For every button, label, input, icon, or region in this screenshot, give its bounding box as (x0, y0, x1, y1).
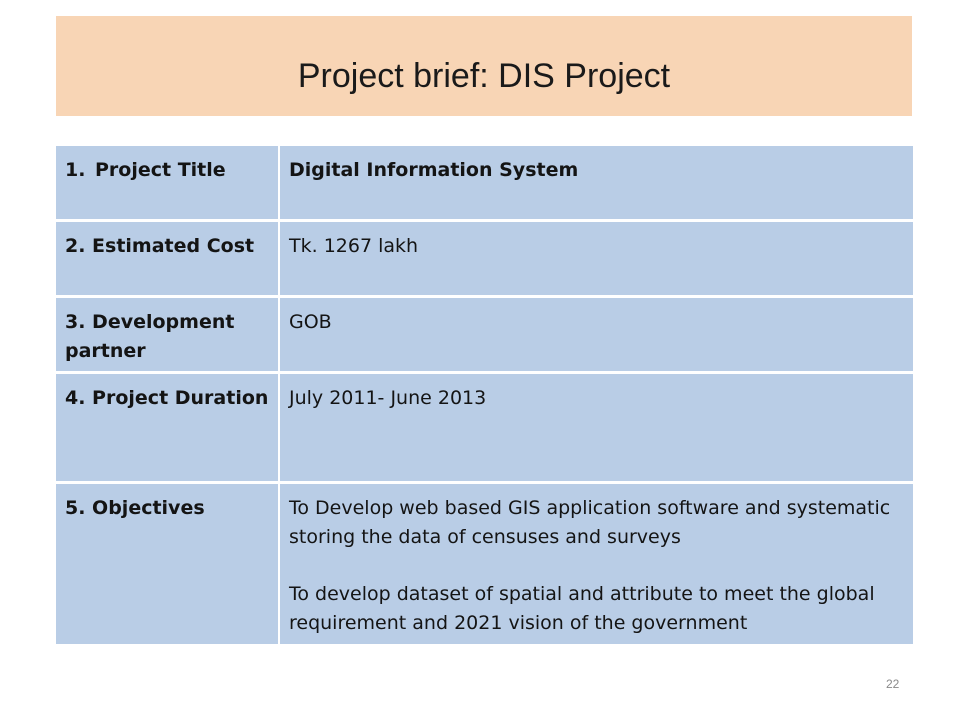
value-cell: Tk. 1267 lakh (280, 222, 913, 298)
project-brief-table: 1. Project Title Digital Information Syst… (56, 146, 913, 644)
label-cell: 5. Objectives (56, 484, 280, 644)
table-row-project-duration: 4. Project Duration July 2011- June 2013 (56, 374, 913, 484)
label-text: Project Title (95, 159, 226, 181)
value-cell: July 2011- June 2013 (280, 374, 913, 484)
slide-title: Project brief: DIS Project (297, 56, 671, 95)
label-cell: 2. Estimated Cost (56, 222, 280, 298)
objective-item: To develop dataset of spatial and attrib… (289, 583, 875, 634)
value-cell: Digital Information System (280, 146, 913, 222)
label-cell: 1. Project Title (56, 146, 280, 222)
project-title-value: Digital Information System (289, 159, 579, 181)
estimated-cost-value: Tk. 1267 lakh (289, 235, 419, 257)
value-cell: To Develop web based GIS application sof… (280, 484, 913, 644)
list-number: 1. (65, 159, 86, 181)
development-partner-value: GOB (289, 311, 332, 333)
title-banner: Project brief: DIS Project (56, 16, 912, 116)
table-row-development-partner: 3. Development partner GOB (56, 298, 913, 374)
table-row-objectives: 5. Objectives To Develop web based GIS a… (56, 484, 913, 644)
label-text: 2. Estimated Cost (65, 235, 255, 257)
label-text: 3. Development partner (65, 311, 235, 362)
objective-item: To Develop web based GIS application sof… (289, 497, 891, 548)
table-row-project-title: 1. Project Title Digital Information Syst… (56, 146, 913, 222)
project-duration-value: July 2011- June 2013 (289, 387, 487, 409)
value-cell: GOB (280, 298, 913, 374)
label-text: 4. Project Duration (65, 387, 269, 409)
table-row-estimated-cost: 2. Estimated Cost Tk. 1267 lakh (56, 222, 913, 298)
page-number: 22 (886, 677, 900, 691)
label-cell: 4. Project Duration (56, 374, 280, 484)
label-cell: 3. Development partner (56, 298, 280, 374)
label-text: 5. Objectives (65, 497, 205, 519)
paragraph-gap (289, 552, 904, 580)
